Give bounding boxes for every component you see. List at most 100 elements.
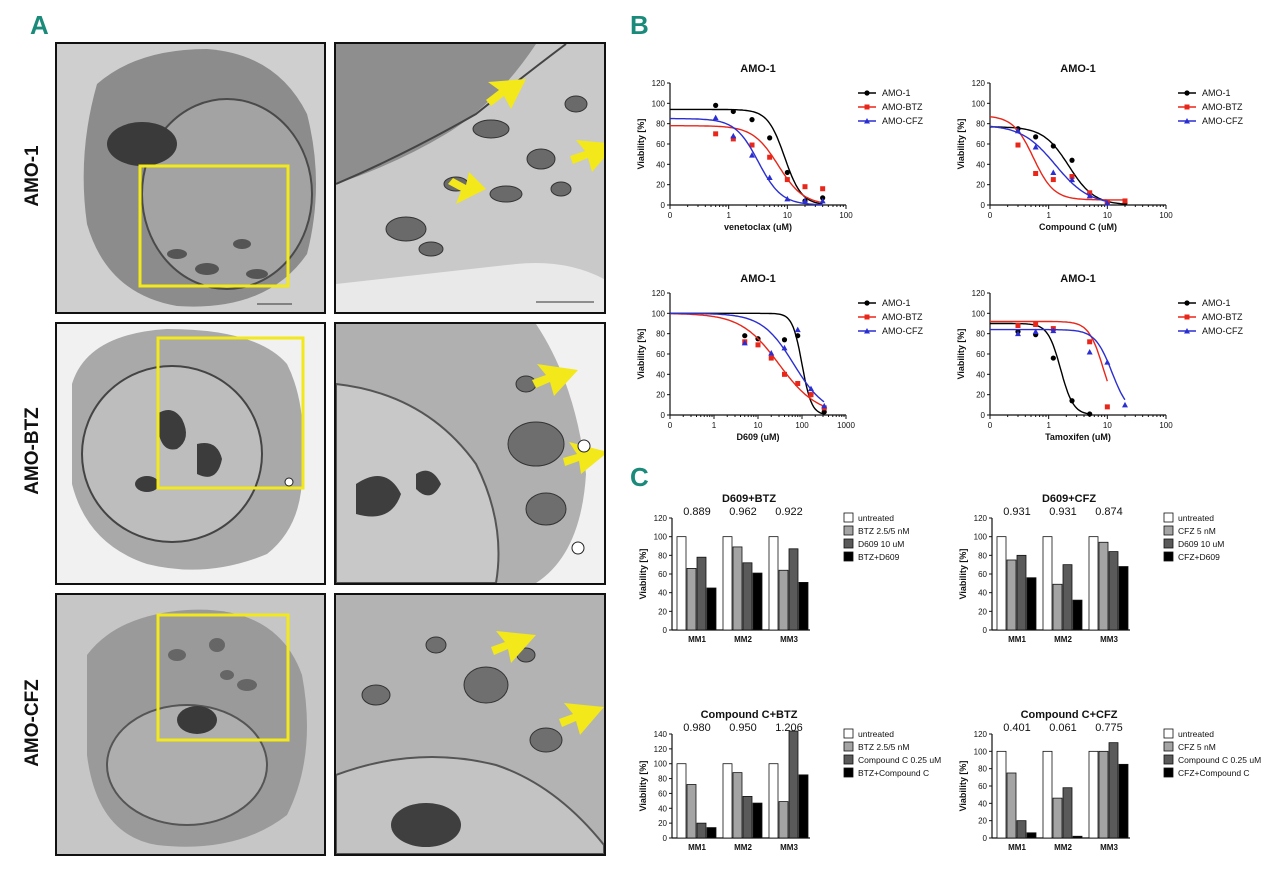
y-tick-label: 100 xyxy=(974,533,988,542)
chart-title: AMO-1 xyxy=(740,63,775,75)
x-tick-label: MM2 xyxy=(734,843,752,852)
data-point xyxy=(784,195,791,202)
data-point xyxy=(730,136,736,142)
data-point xyxy=(1087,190,1093,196)
data-point xyxy=(1087,339,1093,345)
row-label-amo-btz: AMO-BTZ xyxy=(22,407,43,495)
bar xyxy=(722,536,733,631)
y-tick-label: 60 xyxy=(656,140,665,149)
x-tick-label: MM1 xyxy=(688,635,706,644)
bar xyxy=(752,572,763,631)
legend-swatch xyxy=(1163,754,1174,765)
y-tick-label: 0 xyxy=(983,626,988,635)
data-point xyxy=(802,184,808,190)
bar xyxy=(1088,750,1099,839)
bar xyxy=(686,568,697,631)
data-point xyxy=(1121,401,1128,408)
synergy-index: 0.931 xyxy=(1003,506,1031,518)
x-tick-label: 1 xyxy=(1046,421,1051,430)
x-tick-label: MM1 xyxy=(1008,843,1026,852)
legend-swatch xyxy=(1163,741,1174,752)
y-tick-label: 0 xyxy=(661,201,666,210)
legend-marker xyxy=(1184,90,1190,96)
y-tick-label: 0 xyxy=(981,411,986,420)
data-point xyxy=(1050,169,1057,175)
zoom-box xyxy=(138,164,290,288)
x-tick-label: 10 xyxy=(1103,421,1112,430)
bar xyxy=(1006,559,1017,631)
legend-label: AMO-BTZ xyxy=(882,102,923,112)
em-amo1-overview xyxy=(55,42,326,314)
bar xyxy=(722,763,733,839)
y-tick-label: 80 xyxy=(976,120,985,129)
legend-swatch xyxy=(1163,551,1174,562)
x-tick-label: 1000 xyxy=(837,421,855,430)
data-point xyxy=(801,197,808,204)
zoom-box xyxy=(156,613,290,742)
y-tick-label: 20 xyxy=(656,181,665,190)
series-amo-btz xyxy=(670,125,826,204)
x-tick-label: 1 xyxy=(712,421,717,430)
bar xyxy=(1026,832,1037,839)
chart-b3: AMO-1 0 20 40 60 80 100 120 0 1 10 100 1000 D609 (uM)… xyxy=(630,265,948,455)
bar xyxy=(798,774,809,839)
bar xyxy=(778,801,789,839)
x-tick-label: 1 xyxy=(1046,211,1051,220)
data-point xyxy=(741,339,748,346)
series-amo-cfz xyxy=(990,327,1128,408)
y-tick-label: 40 xyxy=(658,589,667,598)
y-axis-label: Viability [%] xyxy=(956,119,966,170)
x-tick-label: 10 xyxy=(754,421,763,430)
x-tick-label: 10 xyxy=(1103,211,1112,220)
y-tick-label: 60 xyxy=(658,570,667,579)
legend-label: BTZ 2.5/5 nM xyxy=(858,526,910,536)
data-point xyxy=(713,131,719,137)
series-amo-1 xyxy=(990,322,1093,417)
synergy-index: 0.980 xyxy=(683,722,711,734)
x-axis-label: Tamoxifen (uM) xyxy=(1045,432,1111,442)
data-point xyxy=(730,132,737,139)
y-axis-label: Viability [%] xyxy=(956,329,966,380)
synergy-index: 0.962 xyxy=(729,506,757,518)
bar xyxy=(996,536,1007,631)
legend-label: AMO-1 xyxy=(882,298,911,308)
bar xyxy=(1072,599,1083,631)
x-tick-label: 10 xyxy=(783,211,792,220)
fit-curve xyxy=(990,328,1126,401)
y-tick-label: 80 xyxy=(978,551,987,560)
data-point xyxy=(1033,134,1039,140)
legend-label: untreated xyxy=(1178,513,1214,523)
y-tick-label: 120 xyxy=(652,79,666,88)
y-tick-label: 100 xyxy=(654,533,668,542)
y-axis-label: Viability [%] xyxy=(636,329,646,380)
legend-swatch xyxy=(843,728,854,739)
y-tick-label: 20 xyxy=(656,391,665,400)
chart-c3: Compound C+BTZ 0 20 40 60 80 100 120 140 Viabilit… xyxy=(630,704,948,864)
y-tick-label: 20 xyxy=(658,819,667,828)
series-amo-1 xyxy=(670,102,826,205)
panel-letter-c: C xyxy=(630,462,649,492)
bar xyxy=(1062,787,1073,839)
yellow-arrows xyxy=(532,364,604,474)
y-tick-label: 120 xyxy=(652,289,666,298)
bar xyxy=(1118,566,1129,631)
legend-marker xyxy=(1184,118,1190,124)
bar xyxy=(732,772,743,839)
y-tick-label: 40 xyxy=(976,160,985,169)
data-point xyxy=(1069,398,1075,404)
bar xyxy=(768,536,779,631)
em-amo-cfz-zoom xyxy=(334,593,606,856)
legend-swatch xyxy=(1163,525,1174,536)
data-point xyxy=(1050,177,1056,183)
legend-label: AMO-BTZ xyxy=(1202,312,1243,322)
data-point xyxy=(1104,404,1110,410)
legend-label: AMO-1 xyxy=(882,88,911,98)
bar xyxy=(1026,577,1037,631)
yellow-arrows xyxy=(491,631,604,735)
bar xyxy=(742,796,753,839)
y-tick-label: 40 xyxy=(978,589,987,598)
data-point xyxy=(768,355,774,361)
y-tick-label: 120 xyxy=(972,79,986,88)
fit-curve xyxy=(670,312,825,415)
y-tick-label: 20 xyxy=(978,817,987,826)
